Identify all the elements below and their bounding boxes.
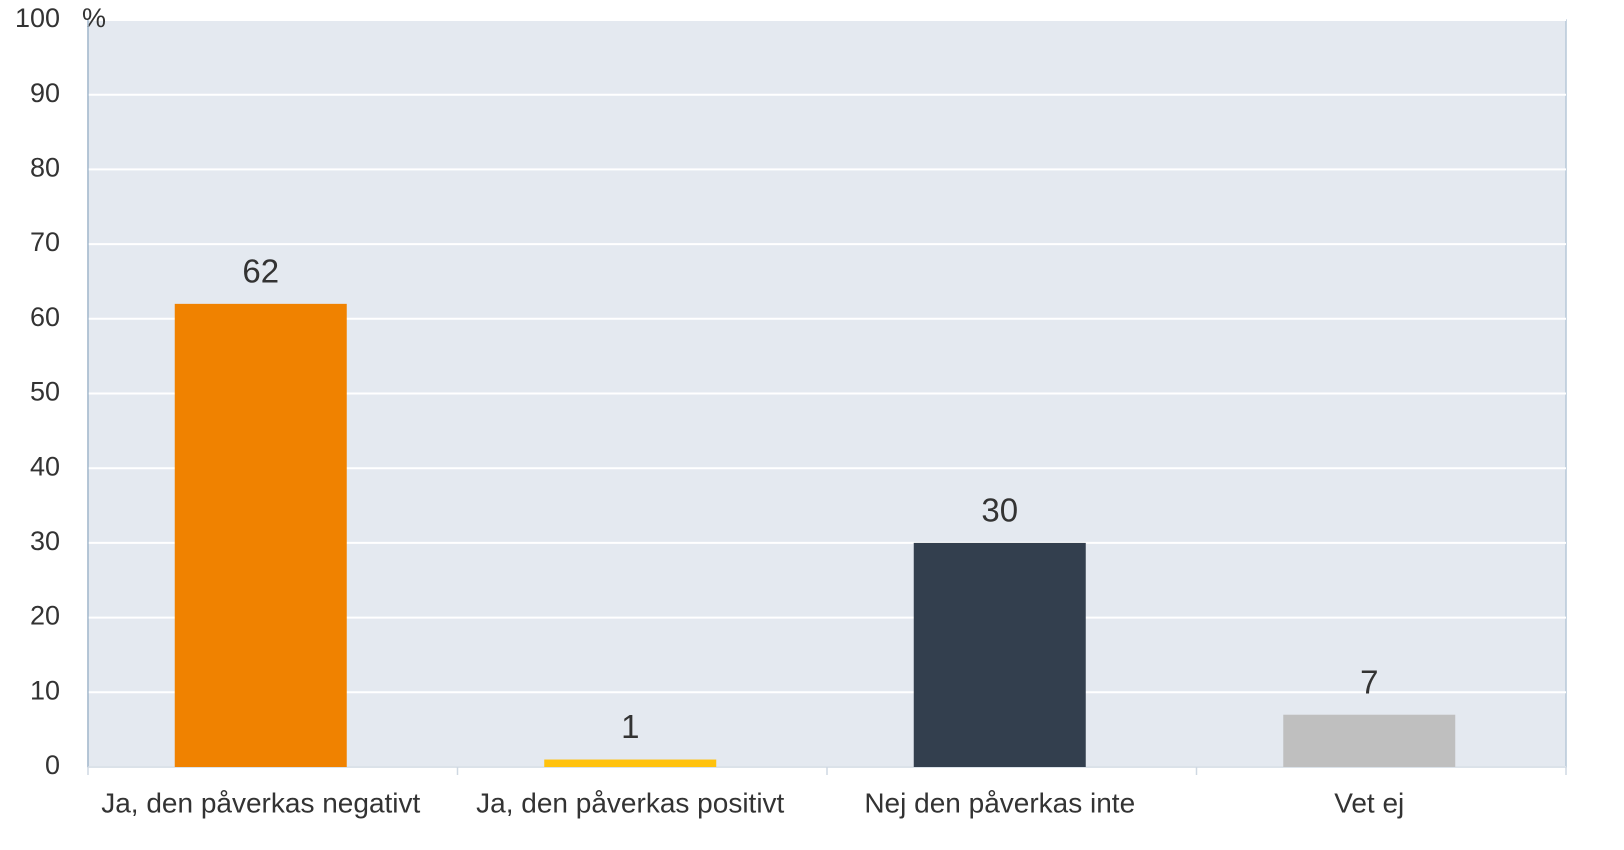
- y-tick-label: 20: [30, 601, 60, 631]
- x-tick-label: Nej den påverkas inte: [864, 787, 1135, 818]
- value-label: 7: [1360, 663, 1378, 700]
- x-tick-label: Ja, den påverkas negativt: [101, 787, 420, 818]
- y-tick-label: 60: [30, 302, 60, 332]
- value-label: 1: [621, 708, 639, 745]
- y-tick-label: 90: [30, 78, 60, 108]
- bar: [544, 759, 717, 767]
- y-tick-label: 30: [30, 526, 60, 556]
- value-label: 62: [242, 253, 279, 290]
- y-tick-label: 50: [30, 377, 60, 407]
- y-tick-label: 70: [30, 227, 60, 257]
- x-tick-label: Ja, den påverkas positivt: [476, 787, 784, 818]
- bar: [1283, 714, 1456, 767]
- bar: [913, 542, 1086, 767]
- y-tick-label: 80: [30, 153, 60, 183]
- y-tick-label: 0: [45, 750, 60, 780]
- bar: [174, 303, 347, 767]
- y-tick-label: 100: [15, 3, 60, 33]
- value-label: 30: [981, 492, 1018, 529]
- y-tick-label: 40: [30, 451, 60, 481]
- y-tick-label: 10: [30, 675, 60, 705]
- y-unit: %: [82, 3, 106, 33]
- x-tick-label: Vet ej: [1334, 787, 1404, 818]
